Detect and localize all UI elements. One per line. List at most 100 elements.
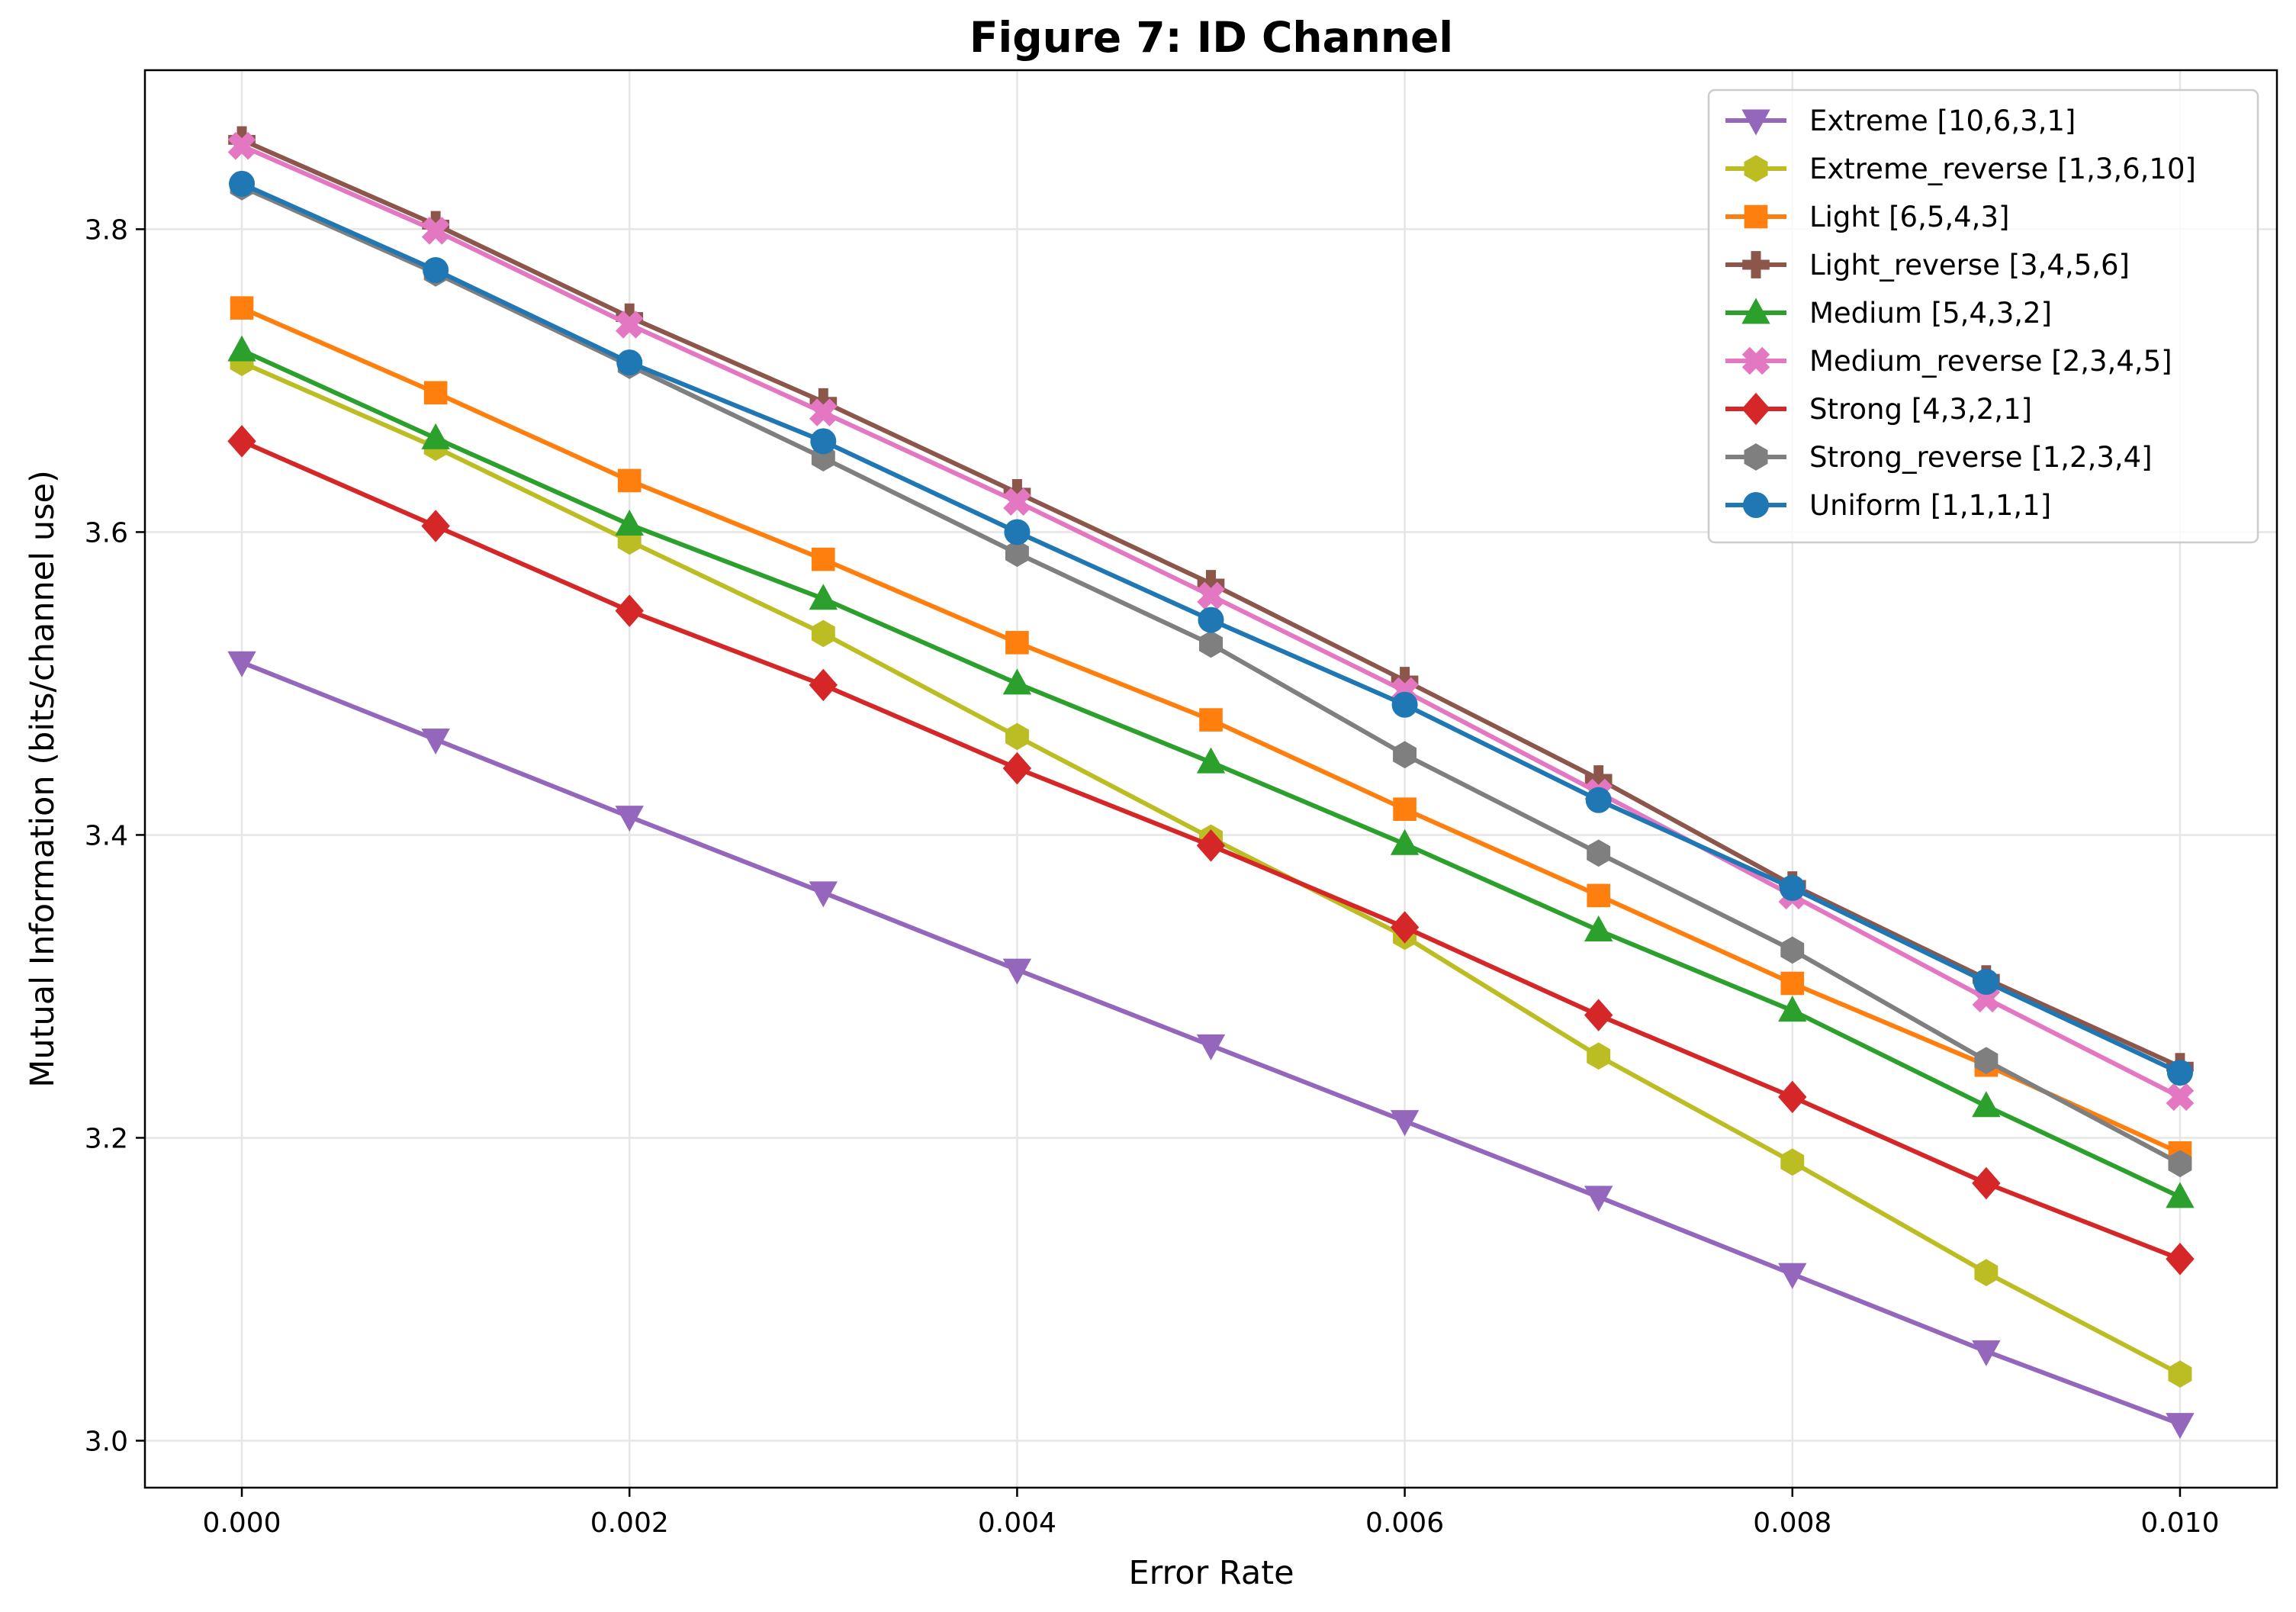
data-point	[1003, 479, 1031, 507]
legend-label: Extreme_reverse [1,3,6,10]	[1809, 153, 2196, 185]
legend-label: Light_reverse [3,4,5,6]	[1809, 249, 2130, 282]
data-point	[1584, 1186, 1613, 1212]
legend: Extreme [10,6,3,1] Extreme_reverse [1,3,6…	[1707, 88, 2259, 544]
data-point	[421, 728, 450, 755]
legend-item: Light_reverse [3,4,5,6]	[1725, 249, 2130, 282]
data-point	[1778, 996, 1807, 1022]
legend-marker	[1741, 109, 1770, 136]
series-layer	[227, 126, 2195, 1440]
data-point	[1005, 631, 1029, 655]
data-point	[2166, 1413, 2195, 1440]
legend-item: Light [6,5,4,3]	[1725, 201, 2009, 233]
data-point	[1004, 519, 1031, 545]
axis-ticks: 0.000 0.002 0.004 0.006 0.008 0.010 3.0 3.2 3.4 3…	[85, 214, 2220, 1539]
data-point	[1584, 765, 1613, 793]
data-point	[1199, 630, 1223, 658]
data-point	[1393, 797, 1417, 822]
data-point	[421, 217, 450, 245]
series	[227, 651, 2195, 1440]
data-point	[615, 310, 644, 339]
data-point	[1972, 1166, 2001, 1200]
data-point	[615, 594, 644, 627]
data-point	[812, 547, 835, 571]
legend-item: Uniform [1,1,1,1]	[1725, 489, 2051, 522]
x-tick-label: 0.000	[203, 1507, 281, 1539]
legend-label: Medium [5,4,3,2]	[1809, 297, 2052, 330]
data-point	[1972, 1091, 2001, 1118]
data-point	[1584, 915, 1613, 941]
legend-item: Extreme [10,6,3,1]	[1725, 105, 2076, 137]
data-point	[1002, 751, 1032, 785]
data-point	[1780, 936, 1805, 964]
legend-label: Strong [4,3,2,1]	[1809, 393, 2032, 426]
data-point	[1196, 747, 1226, 774]
legend-item: Medium_reverse [2,3,4,5]	[1725, 345, 2172, 378]
x-tick-label: 0.004	[978, 1507, 1056, 1539]
legend-label: Extreme [10,6,3,1]	[1809, 105, 2076, 137]
data-point	[615, 509, 644, 536]
data-point	[1002, 958, 1032, 985]
data-point	[1974, 1047, 1999, 1075]
plot-frame	[143, 69, 2278, 1489]
data-point	[811, 619, 835, 648]
data-point	[1972, 1340, 2001, 1366]
data-point	[1002, 668, 1032, 695]
data-point	[1197, 570, 1225, 597]
x-tick-label: 0.008	[1753, 1507, 1831, 1539]
data-point	[1005, 539, 1029, 568]
data-point	[227, 425, 256, 458]
data-point	[1585, 787, 1612, 813]
data-point	[1197, 581, 1225, 610]
legend-item: Strong [4,3,2,1]	[1725, 392, 2032, 426]
data-point	[617, 468, 642, 493]
data-point	[1391, 691, 1418, 718]
y-tick-label: 3.8	[85, 214, 128, 246]
data-point	[1974, 1259, 1999, 1286]
data-point	[809, 668, 838, 702]
legend-marker	[1744, 155, 1768, 182]
data-point	[1196, 1034, 1226, 1060]
legend-item: Medium [5,4,3,2]	[1725, 297, 2052, 330]
data-point	[1584, 999, 1613, 1031]
data-point	[615, 806, 644, 832]
data-point	[809, 388, 838, 416]
data-point	[1973, 968, 1999, 995]
legend-item: Strong_reverse [1,2,3,4]	[1725, 441, 2153, 474]
legend-marker	[1743, 492, 1769, 518]
data-point	[421, 510, 450, 542]
data-point	[227, 131, 256, 160]
chart-title: Figure 7: ID Channel	[970, 13, 1453, 62]
y-tick-label: 3.0	[85, 1426, 128, 1457]
data-point	[1393, 741, 1417, 769]
data-point	[1390, 829, 1420, 855]
x-tick-label: 0.002	[590, 1507, 669, 1539]
data-point	[423, 381, 448, 405]
data-point	[229, 170, 256, 197]
legend-label: Strong_reverse [1,2,3,4]	[1809, 441, 2153, 474]
data-point	[809, 881, 838, 908]
x-tick-label: 0.010	[2140, 1507, 2219, 1539]
data-point	[2168, 1360, 2192, 1388]
legend-label: Medium_reverse [2,3,4,5]	[1809, 345, 2172, 378]
data-point	[1391, 667, 1419, 694]
x-tick-label: 0.006	[1365, 1507, 1444, 1539]
legend-marker	[1742, 251, 1770, 278]
legend-marker	[1744, 204, 1768, 229]
data-point	[2166, 1060, 2193, 1086]
data-point	[616, 349, 643, 376]
legend-marker	[1741, 298, 1770, 324]
data-point	[1198, 607, 1224, 633]
y-axis-label: Mutual Information (bits/channel use)	[24, 470, 62, 1087]
data-point	[227, 651, 256, 677]
data-point	[1780, 971, 1805, 996]
data-point	[1587, 839, 1611, 867]
legend-box	[1707, 88, 2259, 544]
legend-item: Extreme_reverse [1,3,6,10]	[1725, 153, 2196, 185]
y-tick-label: 3.2	[85, 1123, 128, 1154]
series	[229, 170, 2193, 1086]
data-point	[1779, 874, 1806, 901]
data-point	[1003, 487, 1031, 516]
legend-label: Light [6,5,4,3]	[1809, 201, 2009, 233]
data-point	[1390, 1110, 1420, 1137]
